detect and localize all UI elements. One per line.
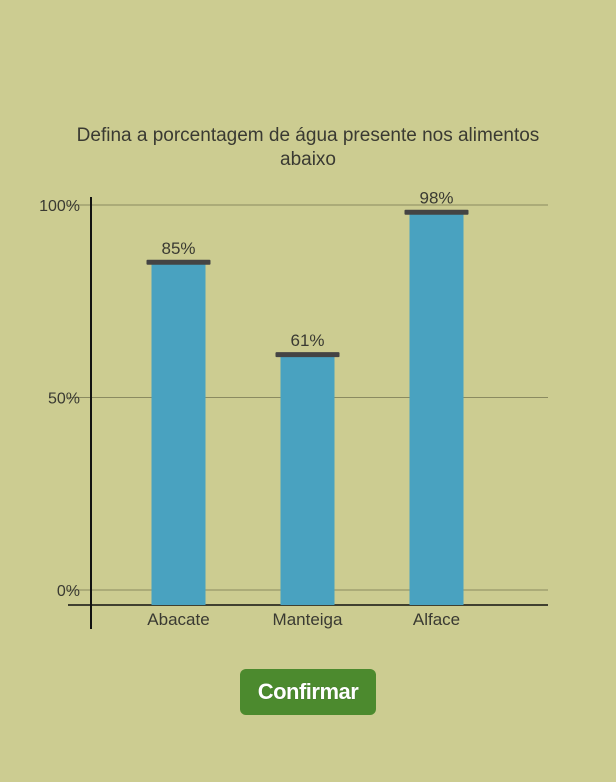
bar-alface [410, 213, 464, 605]
y-tick-label: 0% [57, 583, 80, 600]
bar-handle-alface[interactable] [405, 210, 469, 215]
bar-abacate [152, 263, 206, 605]
confirm-button[interactable]: Confirmar [240, 669, 376, 715]
x-tick-label: Manteiga [273, 610, 343, 629]
bar-value-label: 61% [290, 331, 324, 350]
bar-value-label: 85% [161, 239, 195, 258]
bar-handle-manteiga[interactable] [276, 352, 340, 357]
y-tick-label: 100% [39, 198, 80, 215]
x-tick-label: Abacate [147, 610, 209, 629]
bar-manteiga [281, 355, 335, 605]
bar-value-label: 98% [419, 189, 453, 208]
bar-handle-abacate[interactable] [147, 260, 211, 265]
x-tick-label: Alface [413, 610, 460, 629]
y-tick-label: 50% [48, 391, 80, 408]
